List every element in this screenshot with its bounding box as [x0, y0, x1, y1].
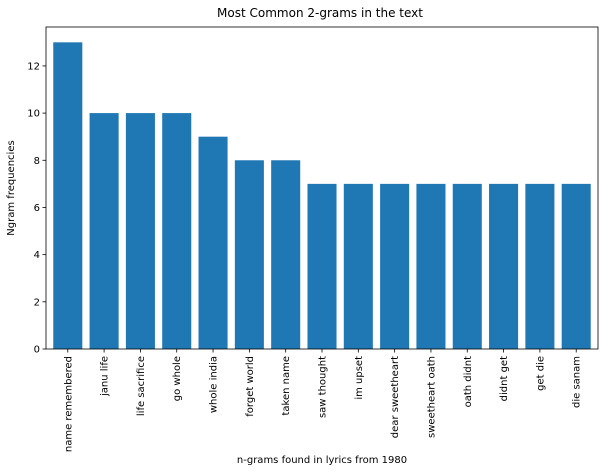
- bar-die-sanam: [561, 183, 591, 349]
- x-tick-label: saw thought: [318, 356, 329, 418]
- bars-group: [53, 42, 591, 349]
- bar-im-upset: [343, 183, 373, 349]
- x-axis-ticks: name remembered janu life life sacrifice go…: [63, 349, 583, 452]
- x-tick-label: janu life: [100, 356, 111, 397]
- x-tick-label: life sacrifice: [136, 356, 147, 416]
- bar-dear-sweetheart: [380, 183, 410, 349]
- y-tick-label: 0: [34, 345, 40, 356]
- x-tick-label: oath didnt: [463, 356, 474, 407]
- x-tick-label: name remembered: [63, 356, 74, 452]
- bar-oath-didnt: [452, 183, 482, 349]
- y-tick-label: 8: [34, 156, 40, 167]
- y-axis-label: Ngram frequencies: [6, 140, 17, 235]
- y-tick-label: 2: [34, 297, 40, 308]
- plot-area-frame: [45, 26, 599, 350]
- chart-title: Most Common 2-grams in the text: [217, 6, 423, 20]
- x-tick-label: dear sweetheart: [390, 356, 401, 438]
- y-axis-ticks: 0 2 4 6 8 10 12: [27, 61, 46, 356]
- x-tick-label: get die: [535, 356, 546, 391]
- x-tick-label: im upset: [354, 356, 365, 400]
- bar-get-die: [525, 183, 555, 349]
- x-tick-label: go whole: [172, 356, 183, 401]
- bar-name-remembered: [53, 42, 83, 349]
- x-tick-label: taken name: [281, 356, 292, 416]
- bar-go-whole: [162, 113, 192, 349]
- y-tick-label: 10: [27, 109, 40, 120]
- bar-janu-life: [89, 113, 119, 349]
- x-tick-label: forget world: [245, 356, 256, 417]
- bar-life-sacrifice: [125, 113, 155, 349]
- y-tick-label: 12: [27, 61, 40, 72]
- x-tick-label: didnt get: [499, 356, 510, 401]
- bar-taken-name: [271, 160, 301, 349]
- y-tick-label: 6: [34, 203, 40, 214]
- x-axis-label: n-grams found in lyrics from 1980: [237, 455, 407, 466]
- bar-sweetheart-oath: [416, 183, 446, 349]
- bar-whole-india: [198, 136, 228, 349]
- y-tick-label: 4: [34, 250, 40, 261]
- bar-forget-world: [234, 160, 264, 349]
- bar-saw-thought: [307, 183, 337, 349]
- x-tick-label: whole india: [209, 356, 220, 413]
- x-tick-label: die sanam: [572, 356, 583, 408]
- x-tick-label: sweetheart oath: [426, 356, 437, 438]
- bar-didnt-get: [489, 183, 519, 349]
